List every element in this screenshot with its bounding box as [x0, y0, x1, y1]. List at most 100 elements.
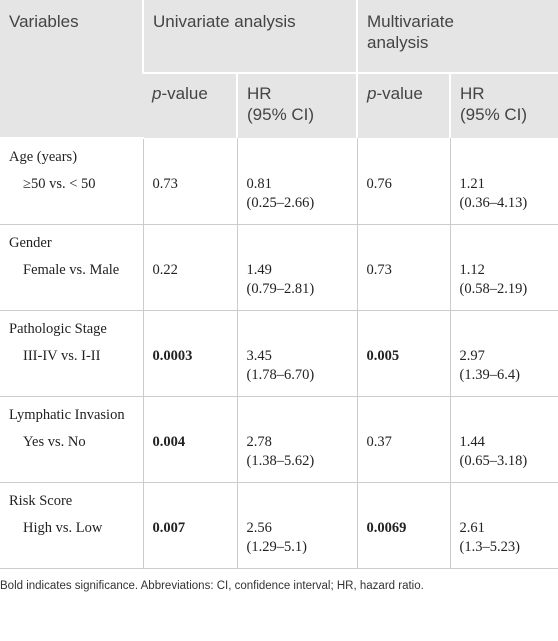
comparison-row: ≥50 vs. < 50 0.73 0.81 (0.25–2.66) 0.76 1.21 (…	[0, 167, 558, 225]
variable-row: Lymphatic Invasion	[0, 396, 558, 425]
hazard-ratio: 3.45	[246, 348, 272, 364]
cell	[142, 310, 237, 339]
comparison-row: High vs. Low 0.007 2.56 (1.29–5.1) 0.0069 2.6…	[0, 511, 558, 569]
hazard-ratio: 2.61	[459, 520, 485, 536]
cell	[142, 396, 237, 425]
cell: ≥50 vs. < 50	[0, 167, 143, 225]
comparison-label: III-IV vs. I-II	[23, 348, 101, 364]
p-value: 0.005	[366, 348, 400, 364]
cell: 0.22	[142, 253, 237, 311]
header-cell: p-value	[356, 73, 450, 138]
cell: Risk Score	[0, 483, 143, 512]
cell	[236, 396, 357, 425]
cell: 0.005	[356, 339, 450, 397]
header-text: (95% CI)	[247, 105, 315, 124]
header-cell: Univariate analysis	[142, 0, 357, 74]
variable-label: Pathologic Stage	[9, 321, 107, 337]
cell: 0.0003	[142, 339, 237, 397]
variable-label: Risk Score	[9, 493, 73, 509]
hazard-ratio: 2.97	[459, 348, 485, 364]
cell	[356, 482, 450, 511]
cell	[449, 396, 558, 425]
confidence-interval: (1.3–5.23)	[459, 539, 520, 555]
cell	[142, 482, 237, 511]
cell: 1.44 (0.65–3.18)	[449, 425, 558, 483]
cell	[236, 138, 357, 167]
header-text: Univariate analysis	[153, 12, 296, 31]
cell: 0.81 (0.25–2.66)	[236, 167, 357, 225]
comparison-row: Yes vs. No 0.004 2.78 (1.38–5.62) 0.37 1.44 (0…	[0, 425, 558, 483]
comparison-row: Female vs. Male 0.22 1.49 (0.79–2.81) 0.73 1.…	[0, 253, 558, 311]
cell	[449, 224, 558, 253]
comparison-label: Female vs. Male	[23, 262, 120, 278]
cell	[449, 138, 558, 167]
comparison-row: III-IV vs. I-II 0.0003 3.45 (1.78–6.70) 0.00…	[0, 339, 558, 397]
cell	[142, 224, 237, 253]
header-cell: p-value	[143, 73, 237, 138]
cell: 0.37	[356, 425, 450, 483]
hazard-ratio: 0.81	[246, 176, 272, 192]
variable-row: Risk Score	[0, 482, 558, 512]
p-value: 0.007	[152, 520, 186, 536]
cell: III-IV vs. I-II	[0, 339, 143, 397]
table-body: Age (years) ≥50 vs. < 50 0.73 0.81 (0.25–2.6…	[0, 138, 558, 569]
cell: 0.76	[356, 167, 450, 225]
cell: 2.97 (1.39–6.4)	[449, 339, 558, 397]
header-text: Multivariate analysis	[367, 12, 454, 52]
hazard-ratio: 1.44	[459, 434, 485, 450]
cell	[356, 138, 450, 167]
cell: 0.73	[142, 167, 237, 225]
p-value: 0.004	[152, 434, 186, 450]
p-value: 0.0003	[152, 348, 193, 364]
header-cell: HR (95% CI)	[449, 73, 558, 138]
cell	[142, 138, 237, 167]
header-row: p-value HR (95% CI) p-value HR (95% CI)	[0, 73, 558, 138]
p-value: 0.76	[366, 176, 392, 192]
cell	[449, 310, 558, 339]
confidence-interval: (0.65–3.18)	[459, 453, 528, 469]
cell: 1.12 (0.58–2.19)	[449, 253, 558, 311]
cell	[236, 224, 357, 253]
cell: 0.004	[142, 425, 237, 483]
cell	[449, 482, 558, 511]
results-table: Variables Univariate analysis Multivaria…	[0, 0, 558, 569]
cell: Yes vs. No	[0, 425, 143, 483]
confidence-interval: (0.79–2.81)	[246, 281, 315, 297]
cell	[356, 396, 450, 425]
header-text: Variables	[9, 12, 79, 31]
hazard-ratio: 2.78	[246, 434, 272, 450]
cell: 1.49 (0.79–2.81)	[236, 253, 357, 311]
header-text: (95% CI)	[460, 105, 528, 124]
cell: 0.007	[142, 511, 237, 569]
cell: 1.21 (0.36–4.13)	[449, 167, 558, 225]
header-cell: Variables	[0, 0, 143, 139]
comparison-label: ≥50 vs. < 50	[23, 176, 96, 192]
hazard-ratio: 1.12	[459, 262, 485, 278]
cell: 2.56 (1.29–5.1)	[236, 511, 357, 569]
cell: Gender	[0, 225, 143, 254]
header-cell: HR (95% CI)	[236, 73, 357, 138]
cell: Age (years)	[0, 138, 143, 167]
cell: 2.61 (1.3–5.23)	[449, 511, 558, 569]
table-header: Variables Univariate analysis Multivaria…	[0, 0, 558, 139]
confidence-interval: (0.36–4.13)	[459, 195, 528, 211]
hazard-ratio: 1.21	[459, 176, 485, 192]
confidence-interval: (1.78–6.70)	[246, 367, 315, 383]
cell	[356, 310, 450, 339]
p-value: 0.73	[152, 176, 178, 192]
p-value: 0.37	[366, 434, 392, 450]
header-cell: Multivariate analysis	[356, 0, 558, 74]
cell: 0.0069	[356, 511, 450, 569]
cell	[356, 224, 450, 253]
comparison-label: Yes vs. No	[23, 434, 86, 450]
cell: 3.45 (1.78–6.70)	[236, 339, 357, 397]
cell: 2.78 (1.38–5.62)	[236, 425, 357, 483]
header-text: -value	[161, 84, 208, 103]
cell	[236, 482, 357, 511]
variable-label: Age (years)	[9, 149, 78, 165]
p-value: 0.0069	[366, 520, 407, 536]
hazard-ratio: 1.49	[246, 262, 272, 278]
variable-row: Gender	[0, 224, 558, 254]
